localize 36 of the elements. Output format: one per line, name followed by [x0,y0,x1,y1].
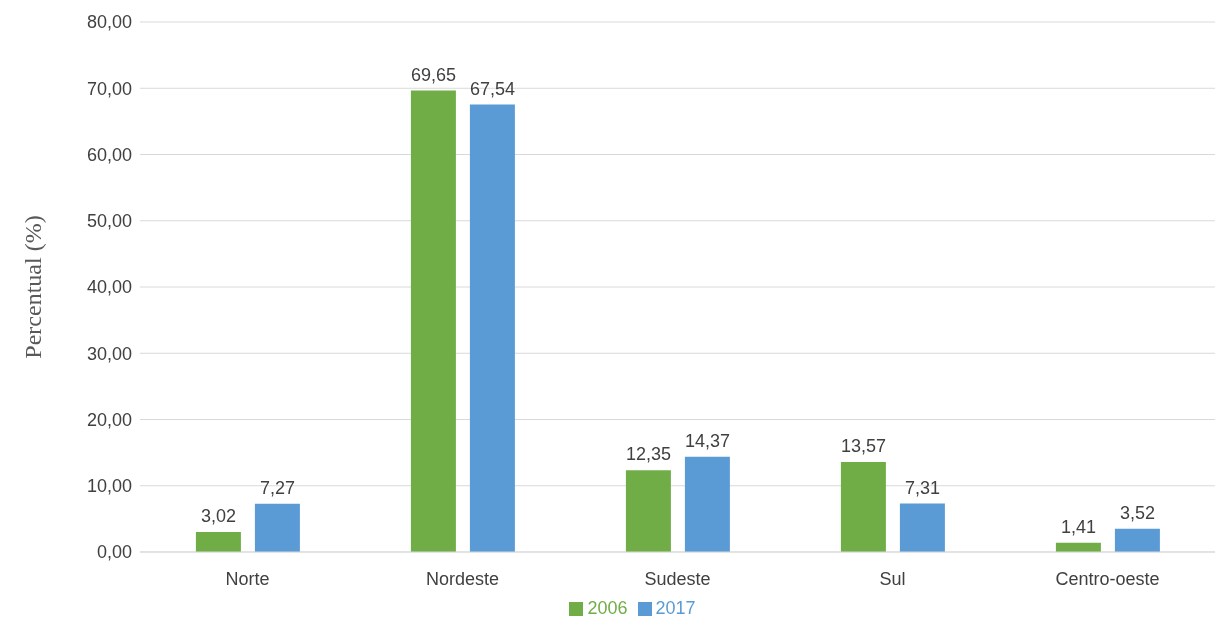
bar [684,456,730,552]
data-label: 13,57 [840,436,886,457]
y-tick-label: 60,00 [86,144,132,165]
bar [899,503,945,552]
y-tick-label: 20,00 [86,409,132,430]
x-tick-label: Sul [879,568,906,589]
y-axis-title: Percentual (%) [19,215,46,359]
data-label: 69,65 [410,64,456,85]
data-label: 1,41 [1060,516,1096,537]
bar [410,90,456,552]
y-tick-label: 0,00 [96,542,132,563]
y-tick-label: 50,00 [86,211,132,232]
data-label: 3,52 [1119,502,1155,523]
legend-label: 2006 [587,598,628,618]
data-label: 67,54 [469,78,515,99]
data-label: 14,37 [684,430,730,451]
y-tick-label: 70,00 [86,78,132,99]
bar [625,470,671,552]
y-tick-label: 40,00 [86,277,132,298]
data-label: 7,31 [904,477,940,498]
data-label: 7,27 [259,477,295,498]
data-label: 12,35 [625,444,671,465]
data-label: 3,02 [200,505,236,526]
bar [254,503,300,552]
y-tick-label: 30,00 [86,343,132,364]
bar [195,531,241,552]
legend-label: 2017 [655,598,696,618]
bar [469,104,515,552]
y-tick-label: 10,00 [86,476,132,497]
x-tick-label: Nordeste [425,568,500,589]
x-tick-label: Sudeste [644,568,711,589]
x-tick-label: Norte [225,568,270,589]
x-tick-label: Centro-oeste [1055,568,1160,589]
y-tick-label: 80,00 [86,12,132,33]
bar [1114,528,1160,552]
bar [840,462,886,552]
